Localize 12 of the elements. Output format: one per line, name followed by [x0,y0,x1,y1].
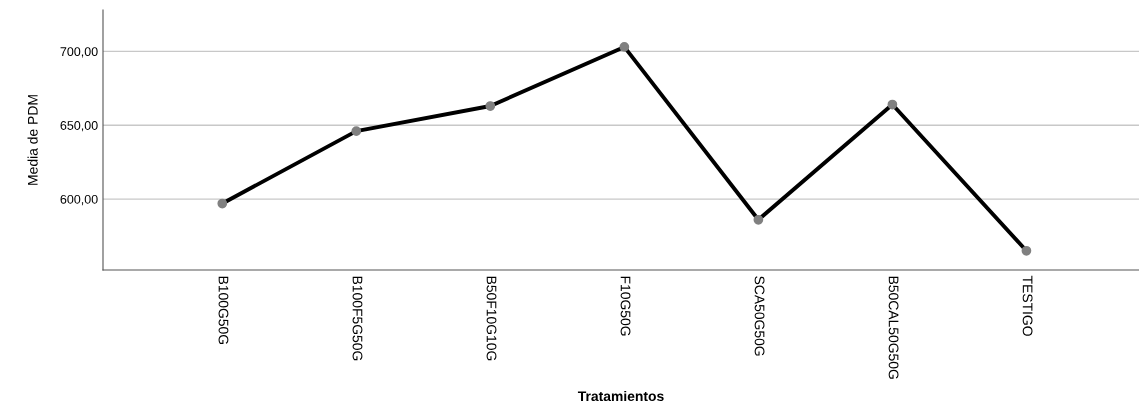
x-tick-label: TESTIGO [1022,275,1033,336]
y-tick-label: 600,00 [60,194,98,206]
x-axis-title: Tratamientos [577,390,664,402]
x-tick-label: B50F10G10G [486,276,497,361]
y-tick-label: 650,00 [60,121,98,132]
x-tick-label: SCA50G50G [754,276,765,356]
x-tick-label: B50CAL50G50G [888,276,899,379]
x-tick-label: B100G50G [218,276,229,345]
y-axis-title: Media de PDM [27,95,38,185]
y-tick-label: 700,00 [60,47,98,58]
x-tick-label: F10G50G [620,276,631,336]
x-tick-label: B100F5G50G [352,276,363,361]
